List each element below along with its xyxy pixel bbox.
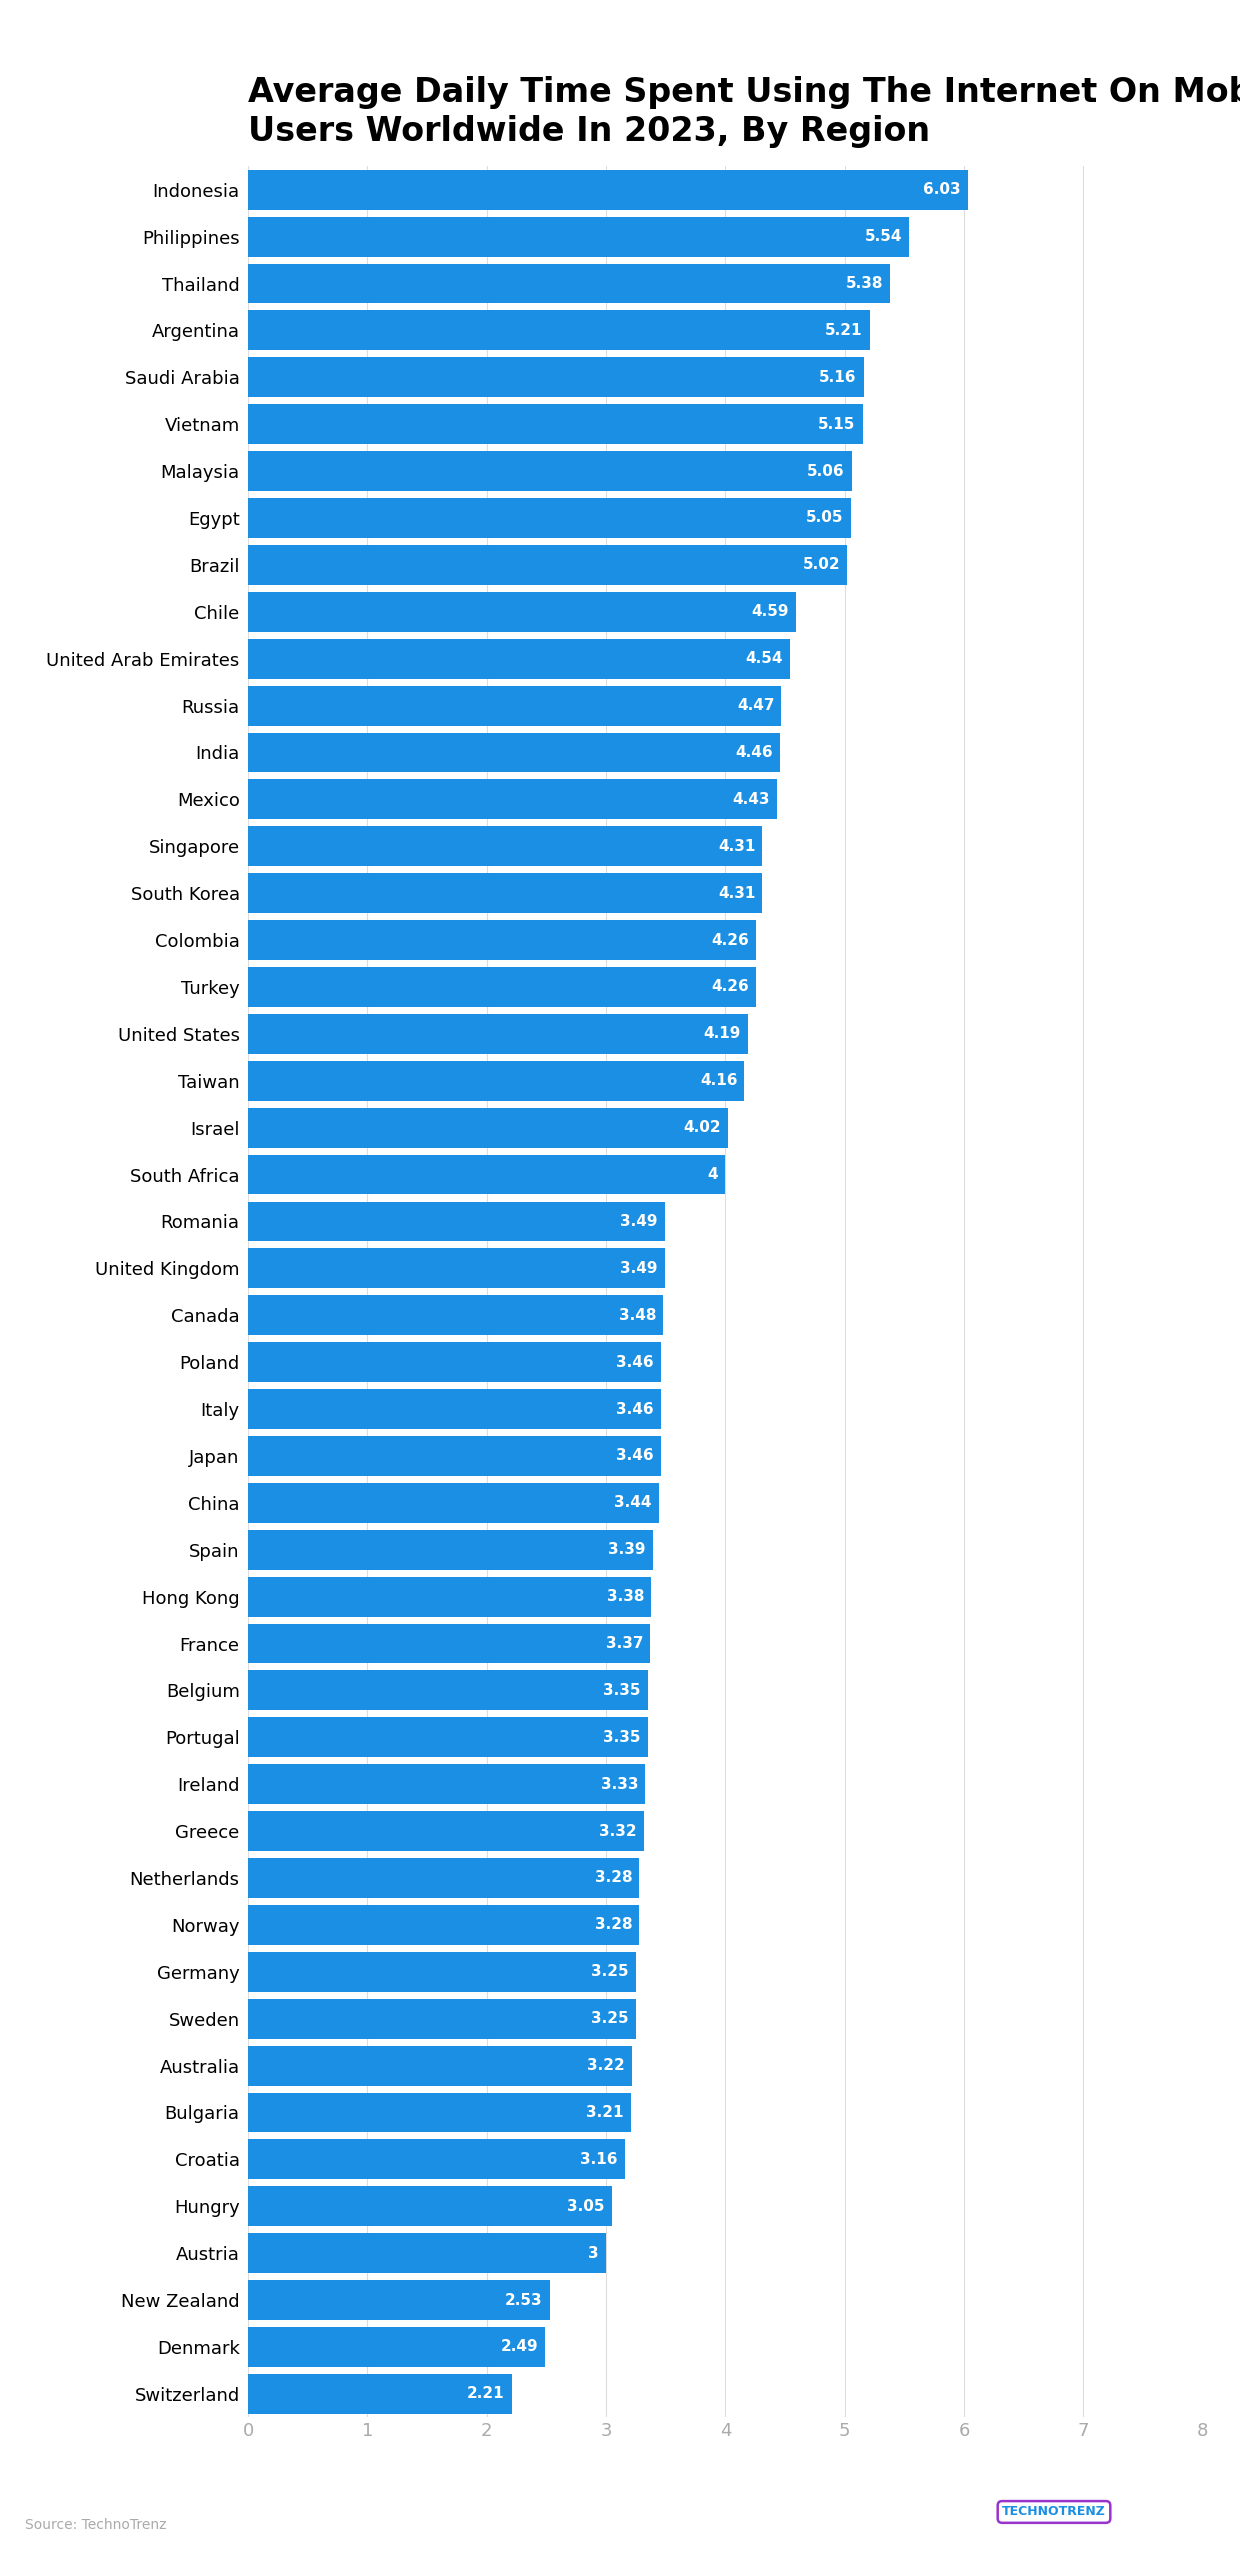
Text: 3.48: 3.48 bbox=[619, 1307, 656, 1322]
Text: 3.25: 3.25 bbox=[591, 1965, 629, 1980]
Text: 2.49: 2.49 bbox=[501, 2341, 538, 2353]
Bar bbox=[248, 2138, 625, 2179]
Text: Source: TechnoTrenz: Source: TechnoTrenz bbox=[25, 2520, 166, 2532]
Bar bbox=[248, 872, 763, 913]
Bar bbox=[248, 1576, 651, 1617]
Text: 3.44: 3.44 bbox=[614, 1496, 651, 1509]
Bar bbox=[248, 780, 776, 819]
Bar bbox=[248, 1857, 640, 1898]
Text: 5.05: 5.05 bbox=[806, 512, 843, 524]
Bar bbox=[248, 2046, 632, 2085]
Text: 3.16: 3.16 bbox=[580, 2151, 618, 2167]
Bar bbox=[248, 732, 780, 773]
Bar bbox=[248, 1389, 661, 1430]
Bar bbox=[248, 499, 851, 537]
Text: 5.06: 5.06 bbox=[807, 463, 844, 478]
Bar bbox=[248, 404, 863, 445]
Text: 4: 4 bbox=[708, 1166, 718, 1182]
Bar bbox=[248, 217, 909, 256]
Bar bbox=[248, 358, 864, 396]
Text: Average Daily Time Spent Using The Internet On Mobile For
Users Worldwide In 202: Average Daily Time Spent Using The Inter… bbox=[248, 77, 1240, 148]
Text: 6.03: 6.03 bbox=[923, 182, 961, 197]
Bar bbox=[248, 1530, 652, 1571]
Bar bbox=[248, 1202, 665, 1241]
Bar bbox=[248, 1906, 640, 1944]
Text: 3: 3 bbox=[588, 2246, 599, 2261]
Text: 4.43: 4.43 bbox=[732, 793, 770, 806]
Text: 4.02: 4.02 bbox=[683, 1120, 720, 1136]
Text: 3.46: 3.46 bbox=[616, 1356, 653, 1369]
Bar bbox=[248, 2279, 551, 2320]
Text: 4.59: 4.59 bbox=[751, 604, 789, 619]
Bar bbox=[248, 1435, 661, 1476]
Bar bbox=[248, 686, 781, 726]
Bar bbox=[248, 2187, 613, 2225]
Bar bbox=[248, 2328, 546, 2366]
Text: 3.25: 3.25 bbox=[591, 2011, 629, 2026]
Bar bbox=[248, 1952, 636, 1993]
Text: 3.05: 3.05 bbox=[568, 2200, 605, 2213]
Text: 3.38: 3.38 bbox=[606, 1589, 645, 1604]
Text: 3.46: 3.46 bbox=[616, 1448, 653, 1463]
Bar bbox=[248, 1670, 647, 1711]
Text: 2.53: 2.53 bbox=[505, 2292, 543, 2307]
Bar bbox=[248, 1013, 748, 1054]
Text: 3.49: 3.49 bbox=[620, 1261, 657, 1276]
Text: 3.37: 3.37 bbox=[605, 1637, 644, 1650]
Text: 5.21: 5.21 bbox=[825, 322, 863, 338]
Bar bbox=[248, 1343, 661, 1381]
Text: 5.54: 5.54 bbox=[864, 230, 901, 243]
Bar bbox=[248, 1765, 646, 1803]
Bar bbox=[248, 1484, 658, 1522]
Text: 4.54: 4.54 bbox=[745, 652, 782, 665]
Text: 4.46: 4.46 bbox=[735, 744, 774, 760]
Text: 5.15: 5.15 bbox=[818, 417, 856, 432]
Bar bbox=[248, 1294, 663, 1335]
Bar bbox=[248, 1108, 728, 1149]
Text: 3.28: 3.28 bbox=[595, 1870, 632, 1885]
Text: 5.38: 5.38 bbox=[846, 276, 883, 292]
Bar bbox=[248, 1062, 744, 1100]
Bar bbox=[248, 1998, 636, 2039]
Bar bbox=[248, 2092, 631, 2133]
Bar bbox=[248, 967, 756, 1008]
Text: 3.35: 3.35 bbox=[603, 1729, 641, 1745]
Text: 4.26: 4.26 bbox=[712, 980, 749, 995]
Bar bbox=[248, 921, 756, 959]
Bar bbox=[248, 826, 763, 867]
Bar bbox=[248, 1248, 665, 1289]
Bar bbox=[248, 545, 847, 586]
Bar bbox=[248, 310, 869, 350]
Text: 4.26: 4.26 bbox=[712, 934, 749, 946]
Text: 3.28: 3.28 bbox=[595, 1918, 632, 1931]
Bar bbox=[248, 591, 796, 632]
Text: TECHNOTRENZ: TECHNOTRENZ bbox=[1002, 2504, 1106, 2520]
Text: 3.33: 3.33 bbox=[600, 1778, 639, 1791]
Bar bbox=[248, 1624, 650, 1663]
Text: 3.22: 3.22 bbox=[588, 2059, 625, 2072]
Text: 4.31: 4.31 bbox=[718, 885, 755, 900]
Text: 3.46: 3.46 bbox=[616, 1402, 653, 1417]
Text: 5.02: 5.02 bbox=[802, 558, 839, 573]
Bar bbox=[248, 2374, 512, 2415]
Text: 3.49: 3.49 bbox=[620, 1215, 657, 1228]
Text: 4.31: 4.31 bbox=[718, 839, 755, 854]
Text: 3.32: 3.32 bbox=[599, 1824, 637, 1839]
Bar bbox=[248, 1154, 725, 1195]
Text: 5.16: 5.16 bbox=[820, 371, 857, 384]
Bar bbox=[248, 1716, 647, 1757]
Bar bbox=[248, 1811, 645, 1852]
Bar bbox=[248, 263, 890, 304]
Bar bbox=[248, 2233, 606, 2274]
Bar bbox=[248, 640, 790, 678]
Text: 3.39: 3.39 bbox=[608, 1542, 646, 1558]
Bar bbox=[248, 450, 852, 491]
Bar bbox=[248, 169, 967, 210]
Text: 4.47: 4.47 bbox=[737, 698, 774, 714]
Text: 3.21: 3.21 bbox=[587, 2105, 624, 2121]
Text: 2.21: 2.21 bbox=[467, 2387, 505, 2402]
Text: 4.16: 4.16 bbox=[699, 1074, 738, 1087]
Text: 3.35: 3.35 bbox=[603, 1683, 641, 1699]
Text: 4.19: 4.19 bbox=[703, 1026, 742, 1041]
